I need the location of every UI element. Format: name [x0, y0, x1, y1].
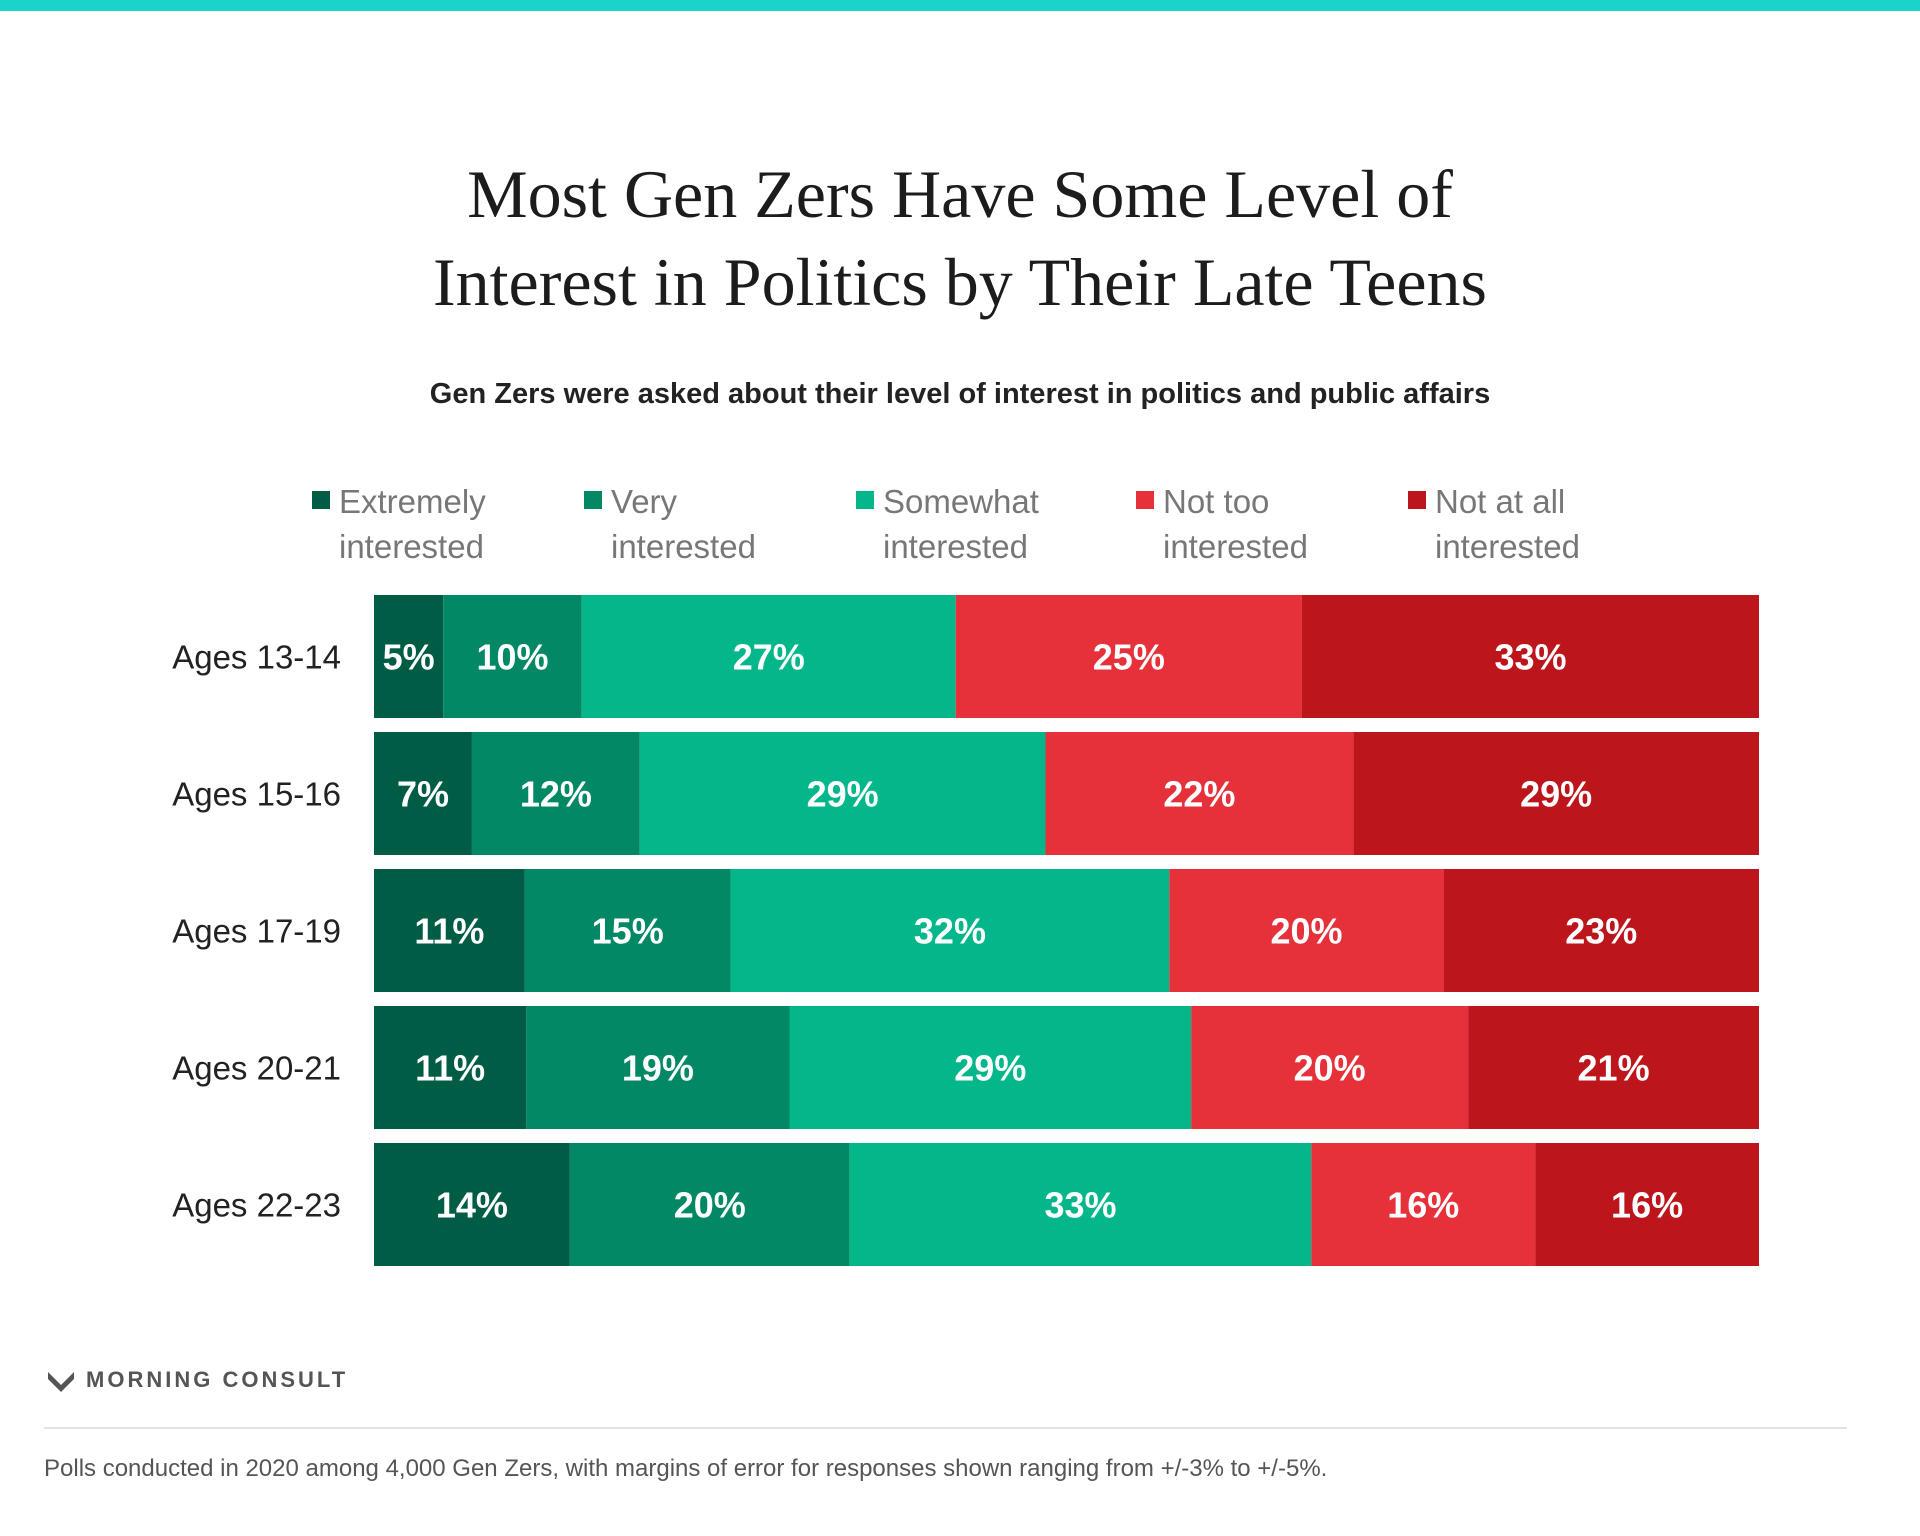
bar-segment-not-too	[1191, 1006, 1469, 1129]
row-label: Ages 13-14	[172, 639, 341, 676]
footnote: Polls conducted in 2020 among 4,000 Gen …	[44, 1455, 1328, 1482]
bar-segment-very	[471, 732, 640, 855]
data-label: 20%	[1270, 911, 1342, 952]
data-label: 27%	[733, 637, 805, 678]
data-label: 20%	[674, 1185, 746, 1226]
bar-segment-not-too	[1311, 1143, 1536, 1266]
data-label: 16%	[1611, 1185, 1683, 1226]
row-label: Ages 15-16	[172, 776, 341, 813]
legend-swatch-extremely	[312, 491, 330, 509]
bar-segment-very	[524, 869, 731, 992]
bar-segment-somewhat	[581, 595, 956, 718]
bar-segment-not-at-all	[1353, 732, 1759, 855]
data-label: 33%	[1494, 637, 1566, 678]
data-label: 12%	[520, 774, 592, 815]
brand-name: MORNING CONSULT	[86, 1367, 349, 1392]
bar-segment-not-at-all	[1468, 1006, 1759, 1129]
legend-label-not-at-all-line-1: Not at all	[1435, 483, 1566, 520]
bar-segment-very	[569, 1143, 850, 1266]
bar-segment-somewhat	[730, 869, 1170, 992]
legend-label-somewhat-line-2: interested	[883, 528, 1028, 565]
legend-label-not-at-all: Not at all interested	[1435, 479, 1665, 569]
bar-segment-somewhat	[639, 732, 1046, 855]
bar-segment-extremely	[374, 1006, 527, 1129]
chart-title: Most Gen Zers Have Some Level of Interes…	[0, 150, 1920, 326]
legend-label-extremely: Extremely interested	[339, 479, 569, 569]
data-label: 20%	[1294, 1048, 1366, 1089]
legend-label-not-too-line-2: interested	[1163, 528, 1308, 565]
data-label: 33%	[1044, 1185, 1116, 1226]
bar-segment-extremely	[374, 869, 525, 992]
chart-title-line-2: Interest in Politics by Their Late Teens	[432, 244, 1488, 320]
morning-consult-logo-icon	[48, 1372, 74, 1392]
bar-segment-not-at-all	[1301, 595, 1759, 718]
data-label: 10%	[476, 637, 548, 678]
data-label: 11%	[414, 911, 484, 952]
legend-label-not-too: Not too interested	[1163, 479, 1393, 569]
data-label: 21%	[1578, 1048, 1650, 1089]
row-label: Ages 22-23	[172, 1187, 341, 1224]
legend-swatch-not-too	[1136, 491, 1154, 509]
bar-segment-very	[443, 595, 582, 718]
top-accent-bar	[0, 0, 1920, 11]
row-label: Ages 17-19	[172, 913, 341, 950]
data-label: 14%	[436, 1185, 508, 1226]
bar-segment-extremely	[374, 595, 444, 718]
bar-segment-extremely	[374, 732, 472, 855]
bar-segment-extremely	[374, 1143, 570, 1266]
chart-title-line-1: Most Gen Zers Have Some Level of	[467, 156, 1453, 232]
data-label: 23%	[1565, 911, 1637, 952]
legend-label-not-at-all-line-2: interested	[1435, 528, 1580, 565]
bar-segment-not-too	[955, 595, 1302, 718]
legend-swatch-very	[584, 491, 602, 509]
bar-segment-very	[526, 1006, 790, 1129]
data-label: 11%	[415, 1048, 485, 1089]
bar-segment-not-at-all	[1443, 869, 1759, 992]
legend-swatch-somewhat	[856, 491, 874, 509]
data-label: 16%	[1387, 1185, 1459, 1226]
legend-label-extremely-line-1: Extremely	[339, 483, 486, 520]
legend-label-not-too-line-1: Not too	[1163, 483, 1270, 520]
legend-label-somewhat: Somewhat interested	[883, 479, 1113, 569]
bar-segment-not-too	[1169, 869, 1444, 992]
footer-divider	[44, 1427, 1847, 1429]
legend-label-very: Very interested	[611, 479, 841, 569]
legend-label-very-line-2: interested	[611, 528, 756, 565]
data-label: 7%	[397, 774, 449, 815]
chart-subtitle: Gen Zers were asked about their level of…	[429, 378, 1491, 410]
legend-label-very-line-1: Very	[611, 483, 678, 520]
legend-swatch-not-at-all	[1408, 491, 1426, 509]
data-label: 5%	[383, 637, 435, 678]
data-label: 29%	[807, 774, 879, 815]
data-label: 15%	[592, 911, 664, 952]
data-label: 25%	[1093, 637, 1165, 678]
data-label: 32%	[914, 911, 986, 952]
data-label: 29%	[954, 1048, 1026, 1089]
data-label: 29%	[1520, 774, 1592, 815]
bar-segment-somewhat	[849, 1143, 1312, 1266]
bar-segment-not-too	[1045, 732, 1354, 855]
data-label: 22%	[1163, 774, 1235, 815]
bar-segment-somewhat	[789, 1006, 1192, 1129]
bar-segment-not-at-all	[1535, 1143, 1759, 1266]
row-label: Ages 20-21	[172, 1050, 341, 1087]
data-label: 19%	[622, 1048, 694, 1089]
legend-label-somewhat-line-1: Somewhat	[883, 483, 1039, 520]
legend-label-extremely-line-2: interested	[339, 528, 484, 565]
